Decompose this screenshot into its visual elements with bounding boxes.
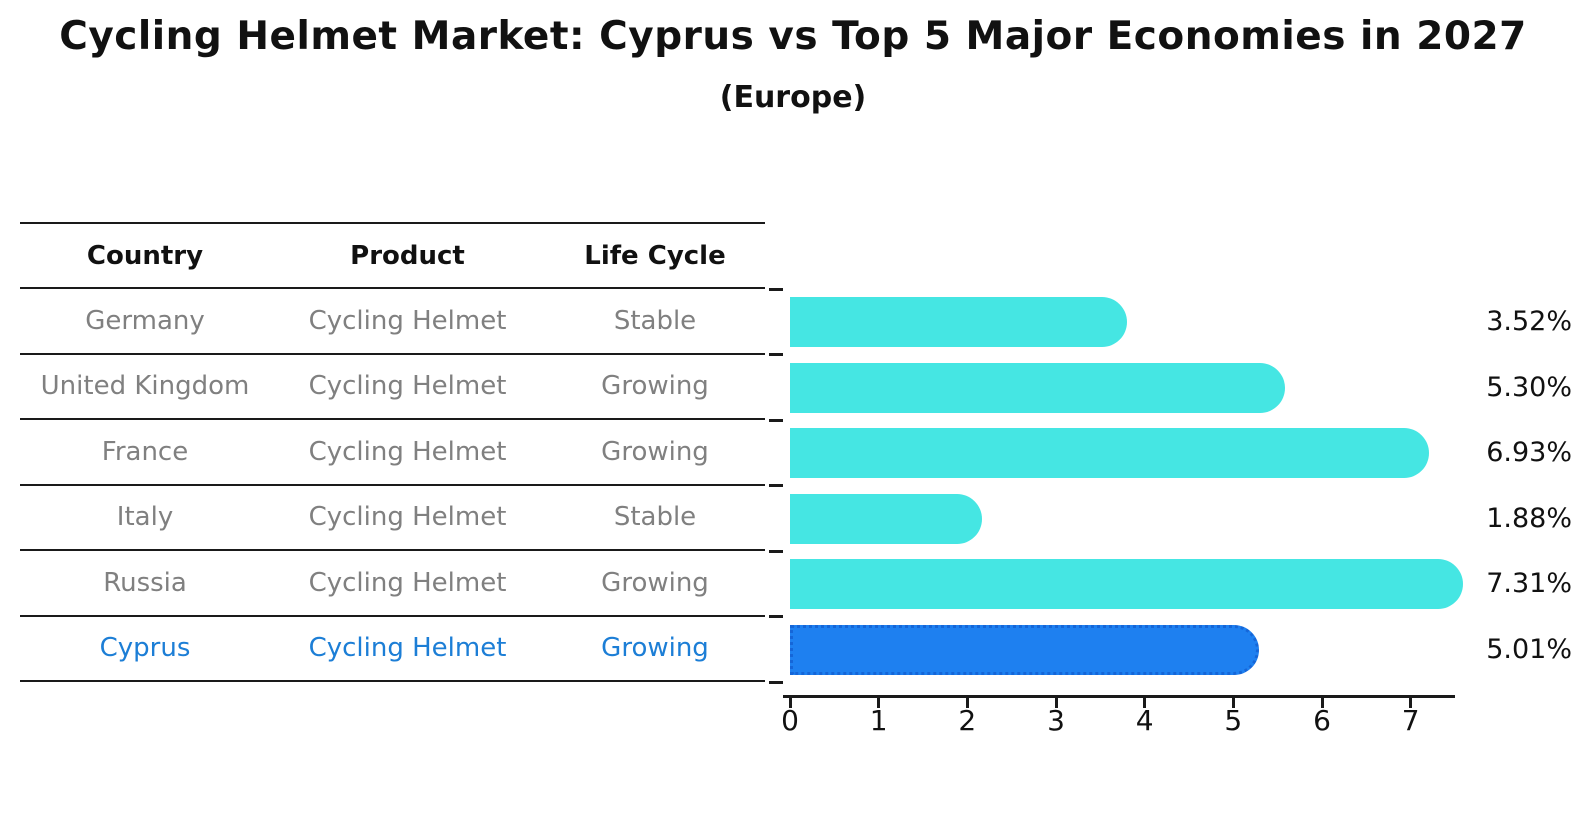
country-cell: Cyprus: [99, 633, 191, 664]
x-axis-tick: [1409, 698, 1413, 708]
bar-italy: [790, 493, 982, 544]
value-label-united-kingdom: 5.30%: [1486, 371, 1572, 403]
x-axis-tick-label: 7: [1401, 704, 1420, 737]
product-cell: Cycling Helmet: [308, 502, 507, 533]
product-cell: Cycling Helmet: [308, 567, 507, 598]
x-axis-tick-label: 1: [869, 704, 888, 737]
life-cycle-cell: Growing: [601, 567, 709, 598]
x-axis-tick: [1231, 698, 1235, 708]
bar-row: [790, 289, 1455, 355]
country-cell: Italy: [116, 502, 174, 533]
country-cell: Germany: [85, 305, 205, 336]
x-axis-tick-label: 6: [1313, 704, 1331, 737]
y-axis-tick: [769, 418, 783, 422]
y-axis-tick: [769, 484, 783, 487]
country-cell: United Kingdom: [40, 371, 250, 402]
x-axis-tick: [965, 698, 969, 708]
country-table: Country Product Life Cycle Germany Cycli…: [20, 222, 765, 682]
table-row-russia: Russia Cycling Helmet Growing: [20, 551, 765, 617]
bar-row: [790, 355, 1455, 421]
value-label-germany: 3.52%: [1486, 306, 1572, 338]
table-row-cyprus: Cyprus Cycling Helmet Growing: [20, 617, 765, 682]
bar-row: [790, 486, 1455, 552]
column-header-product: Product: [350, 240, 465, 271]
column-header-life-cycle: Life Cycle: [584, 240, 726, 271]
y-axis-tick: [769, 549, 783, 553]
x-axis-tick-label: 0: [781, 704, 799, 737]
product-cell: Cycling Helmet: [308, 371, 507, 402]
x-axis-tick-label: 4: [1135, 704, 1154, 737]
value-label-cyprus: 5.01%: [1486, 633, 1572, 665]
x-axis-tick: [1320, 698, 1324, 708]
x-axis-tick-label: 3: [1047, 704, 1065, 737]
table-row-united-kingdom: United Kingdom Cycling Helmet Growing: [20, 355, 765, 420]
life-cycle-cell: Growing: [601, 633, 709, 664]
bar-cyprus: [790, 624, 1260, 675]
y-axis-tick: [769, 680, 783, 684]
bar-row: [790, 551, 1464, 617]
y-axis-tick: [769, 615, 783, 618]
page-subtitle: (Europe): [719, 80, 867, 115]
x-axis-tick: [1143, 698, 1147, 708]
bar-row: [790, 617, 1455, 683]
table-header-row: Country Product Life Cycle: [20, 222, 765, 289]
x-axis-tick: [788, 698, 792, 708]
product-cell: Cycling Helmet: [308, 436, 507, 467]
life-cycle-cell: Growing: [601, 436, 709, 467]
column-header-country: Country: [86, 240, 204, 271]
page-title: Cycling Helmet Market: Cyprus vs Top 5 M…: [59, 14, 1527, 59]
country-cell: Russia: [103, 567, 187, 598]
bar-france: [790, 428, 1430, 478]
life-cycle-cell: Growing: [601, 371, 709, 402]
x-axis-tick-label: 2: [958, 704, 977, 737]
life-cycle-cell: Stable: [613, 305, 697, 336]
y-axis-tick: [769, 287, 783, 291]
value-label-france: 6.93%: [1486, 437, 1572, 469]
x-axis-tick-label: 5: [1224, 704, 1243, 737]
table-row-italy: Italy Cycling Helmet Stable: [20, 486, 765, 551]
table-row-france: France Cycling Helmet Growing: [20, 420, 765, 486]
x-axis-tick: [877, 698, 881, 708]
bar-plot-area: [790, 289, 1464, 683]
value-label-russia: 7.31%: [1486, 568, 1572, 600]
x-axis-line: [783, 695, 1455, 698]
bar-germany: [790, 297, 1128, 347]
product-cell: Cycling Helmet: [308, 305, 507, 336]
country-cell: France: [101, 436, 189, 467]
product-cell: Cycling Helmet: [308, 633, 507, 664]
bar-united-kingdom: [790, 362, 1285, 413]
y-axis-tick: [769, 353, 783, 356]
table-row-germany: Germany Cycling Helmet Stable: [20, 289, 765, 355]
bar-russia: [790, 559, 1464, 609]
x-axis-tick: [1054, 698, 1058, 708]
value-label-column: 3.52% 5.30% 6.93% 1.88% 7.31% 5.01%: [1440, 289, 1572, 682]
bar-row: [790, 420, 1455, 486]
life-cycle-cell: Stable: [613, 502, 697, 533]
value-label-italy: 1.88%: [1486, 502, 1572, 534]
